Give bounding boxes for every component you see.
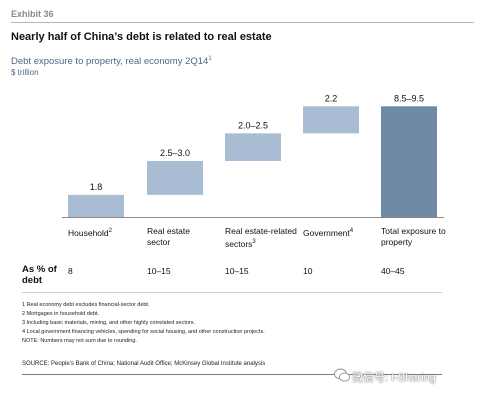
value-label-4: 2.2: [325, 93, 338, 103]
footnote-5: NOTE: Numbers may not sum due to roundin…: [22, 338, 137, 344]
waterfall-chart: 1.8 2.5–3.0 2.0–2.5 2.2 8.5–9.5: [62, 93, 444, 218]
category-text: Real estate sector: [147, 226, 190, 247]
footnote-2: 2 Mortgages in household debt.: [22, 311, 100, 317]
watermark-text: 微信号: I-Sharing: [352, 372, 436, 384]
category-footnote-mark: 4: [349, 228, 354, 234]
pct-value-3: 10–15: [225, 266, 249, 276]
value-label-5: 8.5–9.5: [394, 93, 424, 103]
category-text: Government: [303, 227, 350, 238]
chart-subtitle: Debt exposure to property, real economy …: [11, 56, 212, 67]
value-label-1: 1.8: [90, 182, 103, 192]
category-label-4: Government4: [303, 226, 383, 239]
footnote-1: 1 Real economy debt excludes financial-s…: [22, 302, 150, 308]
pct-value-2: 10–15: [147, 266, 171, 276]
value-label-2: 2.5–3.0: [160, 148, 190, 158]
bar-3: [225, 133, 281, 162]
category-label-1: Household2: [68, 226, 148, 239]
bar-5: [381, 106, 437, 217]
footnote-4: 4 Local government financing vehicles, s…: [22, 329, 265, 335]
subtitle-text: Debt exposure to property, real economy …: [11, 56, 209, 68]
category-footnote-mark: 3: [252, 239, 256, 245]
top-rule: [11, 22, 474, 23]
pct-value-1: 8: [68, 266, 73, 276]
pct-row-rule: [22, 292, 442, 293]
category-label-3: Real estate-related sectors3: [225, 226, 299, 250]
category-footnote-mark: 2: [108, 228, 112, 234]
subtitle-footnote-mark: 1: [208, 56, 212, 62]
wechat-icon: [334, 368, 350, 382]
bar-1: [68, 194, 124, 217]
category-text: Real estate-related sectors: [225, 226, 297, 249]
value-label-3: 2.0–2.5: [238, 120, 268, 130]
bar-2: [147, 161, 203, 195]
category-text: Household: [68, 227, 109, 238]
chart-unit: $ trillion: [11, 68, 39, 77]
bottom-rule: [22, 374, 442, 375]
bar-4: [303, 106, 359, 134]
chart-headline: Nearly half of China’s debt is related t…: [11, 31, 272, 43]
category-label-2: Real estate sector: [147, 226, 197, 248]
exhibit-label: Exhibit 36: [11, 9, 54, 19]
source-note: SOURCE: People’s Bank of China; National…: [22, 361, 266, 367]
pct-value-5: 40–45: [381, 266, 405, 276]
pct-value-4: 10: [303, 266, 313, 276]
footnote-3: 3 Including basic materials, mining, and…: [22, 320, 196, 326]
category-label-5: Total exposure to property: [381, 226, 447, 248]
category-text: Total exposure to property: [381, 226, 446, 247]
pct-row-label: As % of debt: [22, 264, 57, 286]
